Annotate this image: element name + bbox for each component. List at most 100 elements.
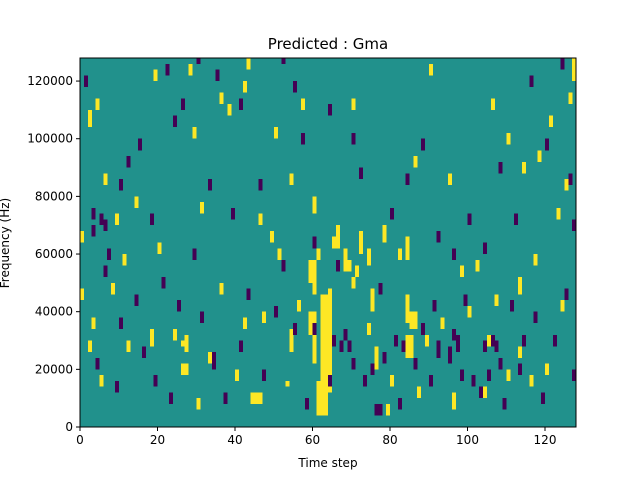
heatmap-cell-low [378, 282, 383, 295]
heatmap-cell-high [95, 98, 100, 110]
heatmap-cell-low [552, 334, 557, 347]
heatmap-cell-high [347, 259, 352, 272]
heatmap-cell-high [560, 300, 565, 312]
y-tick-label: 120000 [27, 74, 73, 88]
heatmap-cell-high [351, 98, 356, 110]
heatmap-cell-low [452, 248, 457, 260]
x-axis: 0 20 40 60 80 100 120 [76, 427, 556, 447]
x-tick-label: 80 [382, 433, 397, 447]
heatmap-cell-high [548, 115, 553, 128]
heatmap-cell-high [316, 248, 321, 260]
heatmap-cell-high [273, 127, 278, 139]
y-axis-label: Frequency (Hz) [0, 198, 12, 289]
heatmap-cell-high [506, 369, 511, 381]
heatmap-cell-low [196, 58, 201, 64]
heatmap-cell-low [293, 323, 298, 335]
heatmap-cell-low [149, 213, 154, 226]
heatmap-cell-high [312, 196, 317, 214]
heatmap-cell-low [463, 294, 468, 306]
heatmap-cell-low [413, 357, 418, 370]
heatmap-cell-low [99, 213, 104, 226]
heatmap-cell-low [114, 380, 119, 393]
heatmap-cell-high [533, 254, 538, 266]
heatmap-cell-high [149, 328, 154, 347]
heatmap-cell-high [440, 317, 445, 329]
heatmap-cell-low [165, 63, 170, 76]
heatmap-cell-low [545, 138, 550, 151]
heatmap-cell-low [560, 58, 565, 70]
heatmap-cell-low [401, 340, 406, 353]
heatmap-cell-low [436, 230, 441, 243]
heatmap-cell-high [355, 265, 360, 278]
heatmap-cell-high [568, 92, 573, 105]
heatmap-cell-low [382, 352, 387, 364]
heatmap-cell-low [262, 369, 267, 381]
heatmap-cell-high [192, 127, 197, 139]
heatmap-cell-high [490, 98, 495, 110]
heatmap-cell-high [262, 311, 267, 324]
heatmap-cell-low [390, 207, 395, 220]
heatmap-cell-low [467, 213, 472, 226]
x-tick-label: 40 [227, 433, 242, 447]
heatmap-cell-low [281, 259, 286, 272]
heatmap-cell-high [452, 392, 457, 410]
heatmap-cell-low [95, 357, 100, 370]
heatmap-cell-high [572, 58, 576, 82]
heatmap-cell-high [405, 236, 410, 260]
heatmap-cell-low [107, 248, 112, 260]
heatmap-cell-low [393, 334, 398, 347]
heatmap-cell-high [227, 104, 232, 116]
heatmap-cell-low [374, 403, 379, 416]
y-tick-label: 60000 [35, 247, 73, 261]
heatmap-cell-high [506, 132, 511, 145]
heatmap-cell-low [246, 288, 251, 301]
heatmap-cell-low [258, 179, 263, 191]
heatmap-cell-low [328, 375, 333, 387]
y-tick-label: 80000 [35, 189, 73, 203]
heatmap-cell-low [293, 81, 298, 93]
heatmap-cell-high [494, 294, 499, 306]
heatmap-cell-high [219, 92, 224, 105]
heatmap-cell-high [467, 305, 472, 318]
heatmap-cell-high [405, 294, 410, 324]
heatmap-cell-high [235, 369, 240, 381]
heatmap-cell-high [258, 213, 263, 226]
heatmap-cell-low [238, 340, 243, 353]
heatmap-cell-high [328, 288, 333, 301]
heatmap-cell-high [269, 230, 274, 243]
heatmap-cell-low [328, 104, 333, 116]
heatmap-cell-high [153, 69, 158, 82]
heatmap-cell-low [118, 179, 123, 191]
heatmap-cell-high [103, 173, 108, 185]
heatmap-cell-low [103, 219, 108, 231]
heatmap-cell-low [351, 357, 356, 370]
heatmap-cell-high [184, 334, 189, 353]
heatmap-cell-low [142, 346, 147, 358]
y-tick-label: 0 [65, 420, 73, 434]
heatmap-cell-high [417, 386, 422, 399]
heatmap-cell-low [200, 311, 205, 324]
heatmap-cell-high [173, 328, 178, 341]
x-tick-label: 100 [456, 433, 479, 447]
heatmap-cell-high [87, 340, 92, 353]
heatmap-cell-high [486, 334, 491, 347]
heatmap-cell-low [215, 69, 220, 82]
heatmap-cell-high [254, 392, 259, 404]
heatmap-cell-high [250, 392, 255, 404]
heatmap-cell-low [347, 340, 352, 353]
heatmap-cell-high [517, 277, 522, 295]
heatmap-cell-high [475, 259, 480, 272]
heatmap-cell-low [304, 398, 309, 410]
heatmap-cell-high [242, 317, 247, 329]
heatmap-cell-low [192, 248, 197, 260]
heatmap-cell-high [308, 311, 313, 335]
plot-area [79, 57, 577, 428]
heatmap-cell-high [308, 259, 313, 283]
heatmap-cell-high [556, 207, 561, 220]
heatmap-cell-low [370, 363, 375, 376]
heatmap-cell-high [331, 236, 336, 249]
heatmap-cell-high [80, 288, 85, 301]
heatmap-cell-high [359, 230, 364, 255]
heatmap-cell-high [366, 323, 371, 335]
